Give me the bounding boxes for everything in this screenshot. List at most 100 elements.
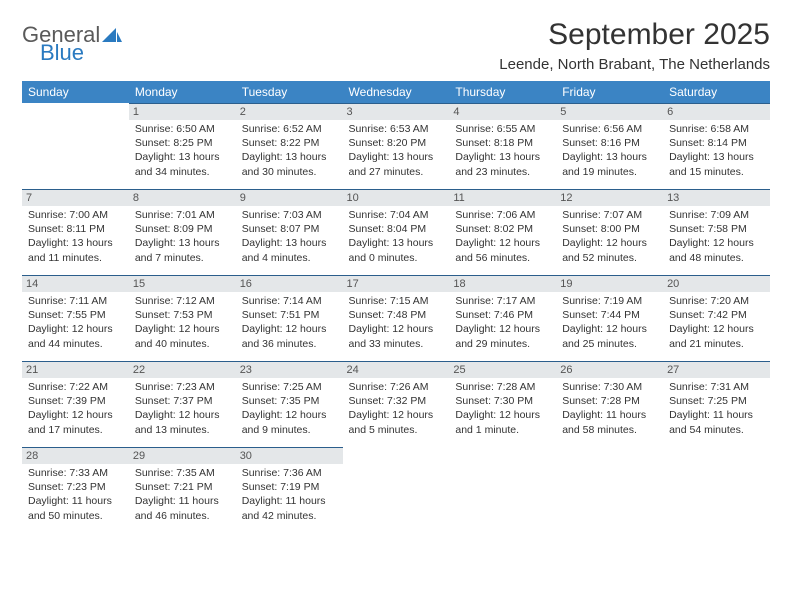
day-info: Sunrise: 7:04 AMSunset: 8:04 PMDaylight:…	[349, 208, 444, 265]
sunrise-line: Sunrise: 6:50 AM	[135, 122, 230, 136]
day-number: 3	[343, 103, 450, 120]
day-cell: 10 Sunrise: 7:04 AMSunset: 8:04 PMDayligh…	[343, 189, 450, 275]
sunrise-line: Sunrise: 7:19 AM	[562, 294, 657, 308]
day-cell	[22, 103, 129, 189]
day-cell: 7 Sunrise: 7:00 AMSunset: 8:11 PMDaylight…	[22, 189, 129, 275]
daylight-line: Daylight: 13 hours and 30 minutes.	[242, 150, 337, 178]
daylight-line: Daylight: 12 hours and 40 minutes.	[135, 322, 230, 350]
day-number: 28	[22, 447, 129, 464]
day-info: Sunrise: 7:07 AMSunset: 8:00 PMDaylight:…	[562, 208, 657, 265]
daylight-line: Daylight: 12 hours and 25 minutes.	[562, 322, 657, 350]
week-row: 7Sunrise: 7:00 AMSunset: 8:11 PMDaylight…	[22, 189, 770, 275]
day-number: 5	[556, 103, 663, 120]
sunset-line: Sunset: 7:58 PM	[669, 222, 764, 236]
daylight-line: Daylight: 12 hours and 17 minutes.	[28, 408, 123, 436]
day-info: Sunrise: 7:35 AMSunset: 7:21 PMDaylight:…	[135, 466, 230, 523]
sunrise-line: Sunrise: 7:04 AM	[349, 208, 444, 222]
sunset-line: Sunset: 8:04 PM	[349, 222, 444, 236]
day-number: 19	[556, 275, 663, 292]
daylight-line: Daylight: 12 hours and 36 minutes.	[242, 322, 337, 350]
day-cell	[449, 447, 556, 533]
daylight-line: Daylight: 13 hours and 34 minutes.	[135, 150, 230, 178]
day-info: Sunrise: 7:33 AMSunset: 7:23 PMDaylight:…	[28, 466, 123, 523]
daylight-line: Daylight: 11 hours and 54 minutes.	[669, 408, 764, 436]
day-cell: 25 Sunrise: 7:28 AMSunset: 7:30 PMDayligh…	[449, 361, 556, 447]
day-number: 10	[343, 189, 450, 206]
daylight-line: Daylight: 12 hours and 52 minutes.	[562, 236, 657, 264]
sunset-line: Sunset: 7:44 PM	[562, 308, 657, 322]
day-info: Sunrise: 6:55 AMSunset: 8:18 PMDaylight:…	[455, 122, 550, 179]
sunrise-line: Sunrise: 7:28 AM	[455, 380, 550, 394]
week-row: 28 Sunrise: 7:33 AMSunset: 7:23 PMDayligh…	[22, 447, 770, 533]
sunrise-line: Sunrise: 7:03 AM	[242, 208, 337, 222]
sunrise-line: Sunrise: 7:35 AM	[135, 466, 230, 480]
day-number: 1	[129, 103, 236, 120]
day-number: 7	[22, 189, 129, 206]
day-info: Sunrise: 7:03 AMSunset: 8:07 PMDaylight:…	[242, 208, 337, 265]
day-number: 6	[663, 103, 770, 120]
day-info: Sunrise: 7:28 AMSunset: 7:30 PMDaylight:…	[455, 380, 550, 437]
day-info: Sunrise: 7:36 AMSunset: 7:19 PMDaylight:…	[242, 466, 337, 523]
sunset-line: Sunset: 7:19 PM	[242, 480, 337, 494]
sunrise-line: Sunrise: 7:36 AM	[242, 466, 337, 480]
daylight-line: Daylight: 11 hours and 46 minutes.	[135, 494, 230, 522]
sunset-line: Sunset: 8:14 PM	[669, 136, 764, 150]
daylight-line: Daylight: 13 hours and 19 minutes.	[562, 150, 657, 178]
logo: General Blue	[22, 18, 122, 64]
day-number: 4	[449, 103, 556, 120]
daylight-line: Daylight: 12 hours and 33 minutes.	[349, 322, 444, 350]
day-number: 8	[129, 189, 236, 206]
day-number: 18	[449, 275, 556, 292]
day-number: 25	[449, 361, 556, 378]
weekday-header: Sunday	[22, 81, 129, 103]
week-row: 1Sunrise: 6:50 AMSunset: 8:25 PMDaylight…	[22, 103, 770, 189]
daylight-line: Daylight: 12 hours and 1 minute.	[455, 408, 550, 436]
weekday-header: Thursday	[449, 81, 556, 103]
sunset-line: Sunset: 8:22 PM	[242, 136, 337, 150]
day-info: Sunrise: 7:19 AMSunset: 7:44 PMDaylight:…	[562, 294, 657, 351]
day-info: Sunrise: 7:23 AMSunset: 7:37 PMDaylight:…	[135, 380, 230, 437]
sunrise-line: Sunrise: 7:23 AM	[135, 380, 230, 394]
day-cell: 29Sunrise: 7:35 AMSunset: 7:21 PMDayligh…	[129, 447, 236, 533]
sunset-line: Sunset: 7:53 PM	[135, 308, 230, 322]
day-cell: 19 Sunrise: 7:19 AMSunset: 7:44 PMDayligh…	[556, 275, 663, 361]
day-info: Sunrise: 7:12 AMSunset: 7:53 PMDaylight:…	[135, 294, 230, 351]
sunrise-line: Sunrise: 7:17 AM	[455, 294, 550, 308]
day-number: 24	[343, 361, 450, 378]
day-cell: 12 Sunrise: 7:07 AMSunset: 8:00 PMDayligh…	[556, 189, 663, 275]
sunset-line: Sunset: 7:32 PM	[349, 394, 444, 408]
daylight-line: Daylight: 13 hours and 4 minutes.	[242, 236, 337, 264]
day-info: Sunrise: 7:00 AMSunset: 8:11 PMDaylight:…	[28, 208, 123, 265]
sunrise-line: Sunrise: 7:25 AM	[242, 380, 337, 394]
day-number: 27	[663, 361, 770, 378]
day-cell: 11Sunrise: 7:06 AMSunset: 8:02 PMDayligh…	[449, 189, 556, 275]
sunset-line: Sunset: 7:48 PM	[349, 308, 444, 322]
day-cell: 4 Sunrise: 6:55 AMSunset: 8:18 PMDaylight…	[449, 103, 556, 189]
weekday-header-row: Sunday Monday Tuesday Wednesday Thursday…	[22, 81, 770, 103]
daylight-line: Daylight: 13 hours and 7 minutes.	[135, 236, 230, 264]
day-cell: 14Sunrise: 7:11 AMSunset: 7:55 PMDayligh…	[22, 275, 129, 361]
sunset-line: Sunset: 8:11 PM	[28, 222, 123, 236]
daylight-line: Daylight: 11 hours and 58 minutes.	[562, 408, 657, 436]
day-number: 14	[22, 275, 129, 292]
day-cell: 18Sunrise: 7:17 AMSunset: 7:46 PMDayligh…	[449, 275, 556, 361]
day-cell: 27Sunrise: 7:31 AMSunset: 7:25 PMDayligh…	[663, 361, 770, 447]
sunrise-line: Sunrise: 7:15 AM	[349, 294, 444, 308]
sunrise-line: Sunrise: 7:12 AM	[135, 294, 230, 308]
sunset-line: Sunset: 7:46 PM	[455, 308, 550, 322]
sunrise-line: Sunrise: 7:00 AM	[28, 208, 123, 222]
sunrise-line: Sunrise: 7:06 AM	[455, 208, 550, 222]
calendar-page: General Blue September 2025 Leende, Nort…	[0, 0, 792, 533]
sunrise-line: Sunrise: 6:53 AM	[349, 122, 444, 136]
sunrise-line: Sunrise: 6:56 AM	[562, 122, 657, 136]
sunrise-line: Sunrise: 7:14 AM	[242, 294, 337, 308]
sunset-line: Sunset: 8:20 PM	[349, 136, 444, 150]
daylight-line: Daylight: 12 hours and 48 minutes.	[669, 236, 764, 264]
day-cell: 24Sunrise: 7:26 AMSunset: 7:32 PMDayligh…	[343, 361, 450, 447]
day-number: 12	[556, 189, 663, 206]
day-cell: 6Sunrise: 6:58 AMSunset: 8:14 PMDaylight…	[663, 103, 770, 189]
day-number: 9	[236, 189, 343, 206]
day-info: Sunrise: 7:30 AMSunset: 7:28 PMDaylight:…	[562, 380, 657, 437]
day-number: 26	[556, 361, 663, 378]
day-cell: 30Sunrise: 7:36 AMSunset: 7:19 PMDayligh…	[236, 447, 343, 533]
